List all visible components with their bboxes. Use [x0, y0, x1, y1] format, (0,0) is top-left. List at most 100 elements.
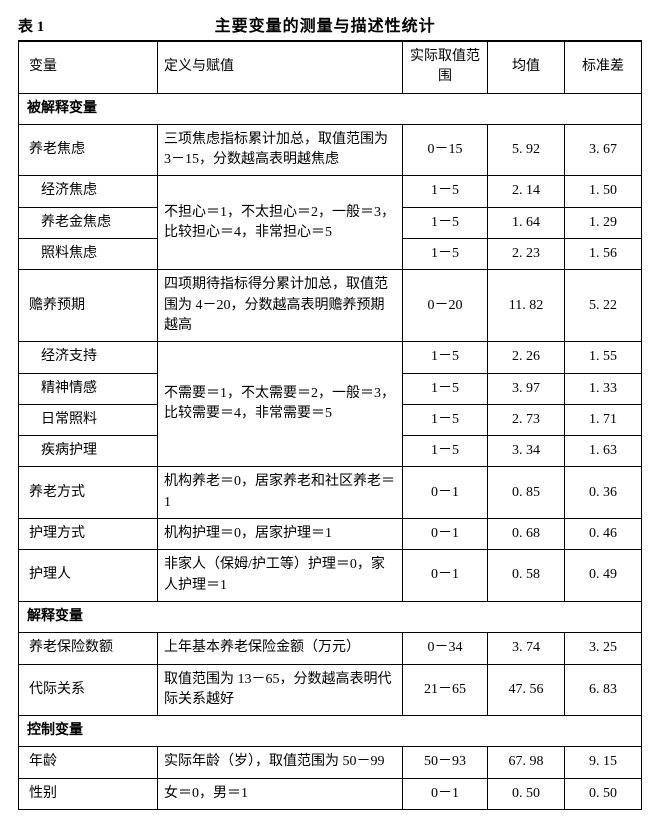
cell-range: 1－5	[403, 176, 488, 207]
table-row: 护理方式 机构护理＝0，居家护理＝1 0－1 0. 68 0. 46	[19, 519, 642, 550]
cell-def: 三项焦虑指标累计加总，取值范围为 3－15，分数越高表明越焦虑	[158, 124, 403, 176]
cell-var: 养老金焦虑	[19, 207, 158, 238]
header-row: 变量 定义与赋值 实际取值范围 均值 标准差	[19, 41, 642, 93]
cell-def: 取值范围为 13－65，分数越高表明代际关系越好	[158, 664, 403, 716]
cell-sd: 0. 36	[565, 467, 642, 519]
col-definition: 定义与赋值	[158, 41, 403, 93]
cell-var: 年龄	[19, 747, 158, 778]
cell-sd: 3. 25	[565, 633, 642, 664]
cell-range: 1－5	[403, 342, 488, 373]
cell-var: 经济焦虑	[19, 176, 158, 207]
cell-mean: 5. 92	[488, 124, 565, 176]
cell-var: 赡养预期	[19, 270, 158, 342]
cell-def: 机构护理＝0，居家护理＝1	[158, 519, 403, 550]
cell-range: 1－5	[403, 207, 488, 238]
cell-range: 0－20	[403, 270, 488, 342]
cell-sd: 0. 50	[565, 778, 642, 809]
cell-range: 1－5	[403, 404, 488, 435]
cell-def: 不担心＝1，不太担心＝2，一般＝3，比较担心＝4，非常担心＝5	[158, 176, 403, 270]
cell-var: 养老保险数额	[19, 633, 158, 664]
cell-sd: 1. 55	[565, 342, 642, 373]
cell-mean: 0. 68	[488, 519, 565, 550]
section-explanatory: 解释变量	[19, 601, 642, 632]
cell-def: 机构养老＝0，居家养老和社区养老＝1	[158, 467, 403, 519]
cell-mean: 1. 64	[488, 207, 565, 238]
cell-var: 护理方式	[19, 519, 158, 550]
table-title: 主要变量的测量与描述性统计	[44, 12, 642, 36]
cell-mean: 3. 74	[488, 633, 565, 664]
section-label: 被解释变量	[19, 93, 642, 124]
cell-def: 上年基本养老保险金额（万元）	[158, 633, 403, 664]
cell-mean: 11. 82	[488, 270, 565, 342]
col-variable: 变量	[19, 41, 158, 93]
table-row: 经济焦虑 不担心＝1，不太担心＝2，一般＝3，比较担心＝4，非常担心＝5 1－5…	[19, 176, 642, 207]
cell-var: 护理人	[19, 550, 158, 602]
cell-var: 经济支持	[19, 342, 158, 373]
cell-sd: 1. 33	[565, 373, 642, 404]
table-row: 赡养预期 四项期待指标得分累计加总，取值范围为 4－20，分数越高表明赡养预期越…	[19, 270, 642, 342]
section-label: 解释变量	[19, 601, 642, 632]
cell-def: 非家人（保姆/护工等）护理＝0，家人护理＝1	[158, 550, 403, 602]
cell-sd: 9. 15	[565, 747, 642, 778]
cell-mean: 47. 56	[488, 664, 565, 716]
section-label: 控制变量	[19, 716, 642, 747]
cell-sd: 1. 50	[565, 176, 642, 207]
cell-sd: 6. 83	[565, 664, 642, 716]
table-row: 代际关系 取值范围为 13－65，分数越高表明代际关系越好 21－65 47. …	[19, 664, 642, 716]
col-range: 实际取值范围	[403, 41, 488, 93]
cell-range: 1－5	[403, 436, 488, 467]
cell-range: 0－1	[403, 778, 488, 809]
cell-mean: 2. 73	[488, 404, 565, 435]
section-control: 控制变量	[19, 716, 642, 747]
cell-mean: 0. 50	[488, 778, 565, 809]
cell-range: 0－15	[403, 124, 488, 176]
cell-sd: 0. 49	[565, 550, 642, 602]
cell-mean: 3. 34	[488, 436, 565, 467]
col-sd: 标准差	[565, 41, 642, 93]
cell-var: 精神情感	[19, 373, 158, 404]
table-row: 年龄 实际年龄（岁），取值范围为 50－99 50－93 67. 98 9. 1…	[19, 747, 642, 778]
table-number: 表 1	[18, 15, 44, 36]
cell-mean: 0. 58	[488, 550, 565, 602]
cell-sd: 1. 63	[565, 436, 642, 467]
table-row: 护理人 非家人（保姆/护工等）护理＝0，家人护理＝1 0－1 0. 58 0. …	[19, 550, 642, 602]
cell-var: 代际关系	[19, 664, 158, 716]
table-row: 养老方式 机构养老＝0，居家养老和社区养老＝1 0－1 0. 85 0. 36	[19, 467, 642, 519]
cell-sd: 1. 71	[565, 404, 642, 435]
cell-var: 养老焦虑	[19, 124, 158, 176]
cell-def: 四项期待指标得分累计加总，取值范围为 4－20，分数越高表明赡养预期越高	[158, 270, 403, 342]
cell-var: 照料焦虑	[19, 239, 158, 270]
cell-sd: 3. 67	[565, 124, 642, 176]
cell-range: 1－5	[403, 373, 488, 404]
cell-range: 21－65	[403, 664, 488, 716]
cell-def: 不需要＝1，不太需要＝2，一般＝3，比较需要＝4，非常需要＝5	[158, 342, 403, 467]
cell-mean: 0. 85	[488, 467, 565, 519]
cell-range: 0－1	[403, 550, 488, 602]
cell-var: 疾病护理	[19, 436, 158, 467]
cell-mean: 2. 14	[488, 176, 565, 207]
cell-mean: 2. 23	[488, 239, 565, 270]
cell-range: 50－93	[403, 747, 488, 778]
cell-range: 1－5	[403, 239, 488, 270]
cell-var: 日常照料	[19, 404, 158, 435]
section-dependent: 被解释变量	[19, 93, 642, 124]
cell-mean: 2. 26	[488, 342, 565, 373]
cell-sd: 0. 46	[565, 519, 642, 550]
table-row: 经济支持 不需要＝1，不太需要＝2，一般＝3，比较需要＝4，非常需要＝5 1－5…	[19, 342, 642, 373]
cell-def: 女＝0，男＝1	[158, 778, 403, 809]
cell-range: 0－1	[403, 519, 488, 550]
table-row: 养老焦虑 三项焦虑指标累计加总，取值范围为 3－15，分数越高表明越焦虑 0－1…	[19, 124, 642, 176]
cell-mean: 3. 97	[488, 373, 565, 404]
cell-var: 养老方式	[19, 467, 158, 519]
cell-range: 0－34	[403, 633, 488, 664]
cell-def: 实际年龄（岁），取值范围为 50－99	[158, 747, 403, 778]
table-row: 性别 女＝0，男＝1 0－1 0. 50 0. 50	[19, 778, 642, 809]
cell-mean: 67. 98	[488, 747, 565, 778]
cell-sd: 1. 56	[565, 239, 642, 270]
cell-var: 性别	[19, 778, 158, 809]
col-mean: 均值	[488, 41, 565, 93]
table-row: 养老保险数额 上年基本养老保险金额（万元） 0－34 3. 74 3. 25	[19, 633, 642, 664]
table-caption: 表 1 主要变量的测量与描述性统计	[18, 12, 642, 36]
cell-sd: 1. 29	[565, 207, 642, 238]
cell-range: 0－1	[403, 467, 488, 519]
